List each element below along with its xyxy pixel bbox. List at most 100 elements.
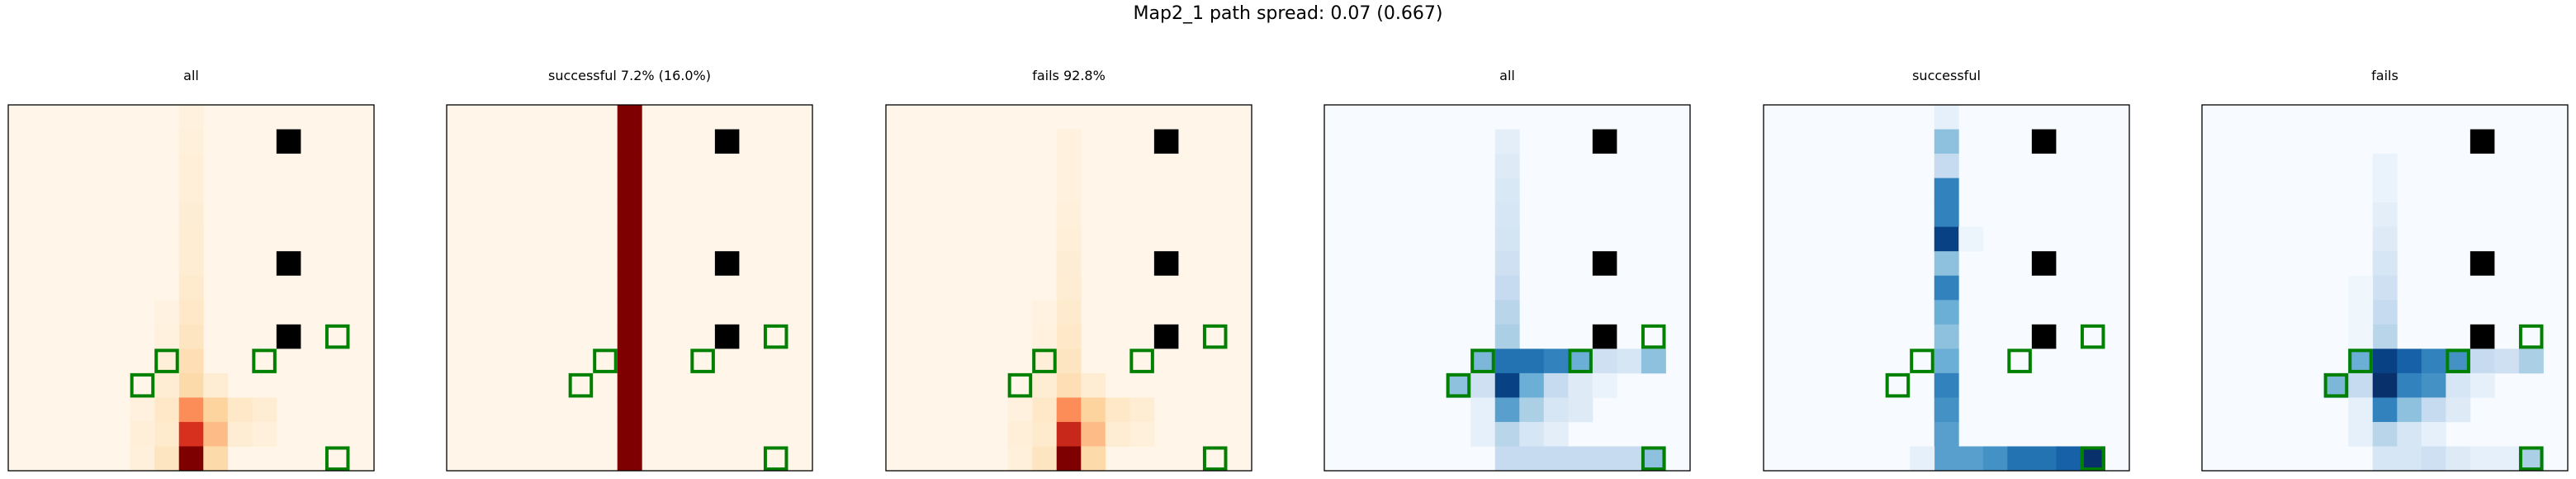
- heat-cell: [2397, 372, 2422, 398]
- obstacle-cell: [1153, 251, 1179, 276]
- panel-title: all: [183, 68, 199, 83]
- panel-6: fails: [2201, 68, 2569, 472]
- heat-cell: [617, 105, 642, 130]
- heat-cell: [2372, 202, 2398, 228]
- heat-cell: [1056, 129, 1082, 154]
- heat-cell: [178, 154, 204, 178]
- heat-cell: [2056, 446, 2081, 472]
- heat-cell: [130, 421, 155, 447]
- heat-cell: [1494, 275, 1520, 301]
- target-marker: [154, 349, 179, 373]
- heat-cell: [1494, 202, 1520, 228]
- heat-cell: [1958, 226, 1984, 252]
- heat-cell: [154, 397, 180, 423]
- panel-title: successful: [1912, 68, 1981, 83]
- heat-cell: [178, 397, 204, 423]
- heat-cell: [2007, 446, 2033, 472]
- heat-cell: [1056, 251, 1082, 277]
- target-marker: [1470, 349, 1495, 373]
- heat-cell: [2518, 446, 2544, 472]
- heat-cell: [203, 421, 229, 447]
- heat-cell: [1958, 446, 1984, 472]
- obstacle-cell: [1153, 129, 1179, 154]
- heat-cell: [1543, 372, 1569, 398]
- heat-cell: [1494, 446, 1520, 472]
- target-marker: [568, 372, 594, 398]
- target-marker: [763, 324, 788, 349]
- panel-frame: [2201, 104, 2569, 472]
- obstacle-cell: [1153, 324, 1179, 349]
- heat-cell: [2372, 349, 2398, 374]
- heat-cell: [1056, 275, 1082, 301]
- heat-cell: [1641, 349, 1666, 374]
- heat-cell: [2080, 446, 2105, 472]
- heat-cell: [252, 397, 277, 423]
- heat-cell: [2494, 446, 2520, 472]
- figure-title: Map2_1 path spread: 0.07 (0.667): [1133, 3, 1443, 24]
- target-marker: [1032, 349, 1057, 373]
- heat-cell: [178, 129, 204, 154]
- heat-cell: [617, 397, 642, 423]
- heat-cell: [617, 324, 642, 349]
- heat-cell: [2446, 372, 2471, 398]
- heat-cell: [1617, 349, 1642, 374]
- heat-cell: [1129, 397, 1155, 423]
- heat-cell: [1007, 397, 1033, 423]
- heat-cell: [1519, 421, 1545, 447]
- heat-cell: [2348, 349, 2374, 374]
- heat-cell: [154, 349, 180, 374]
- heat-cell: [1934, 178, 1959, 203]
- target-marker: [2518, 324, 2544, 349]
- heat-cell: [178, 105, 204, 130]
- panel-frame: [1324, 104, 1691, 472]
- heat-cell: [130, 397, 155, 423]
- heat-cell: [1470, 397, 1496, 423]
- heat-cell: [2446, 349, 2471, 374]
- heat-cell: [2372, 324, 2398, 349]
- heat-cell: [2397, 446, 2422, 472]
- heat-cell: [2421, 446, 2446, 472]
- heat-cell: [1494, 251, 1520, 277]
- heat-cell: [1494, 178, 1520, 203]
- obstacle-cell: [276, 251, 301, 276]
- heat-cell: [203, 372, 229, 398]
- obstacle-cell: [276, 324, 301, 349]
- target-marker: [2080, 446, 2105, 472]
- heat-cell: [617, 202, 642, 228]
- heat-cell: [227, 421, 253, 447]
- heat-cell: [617, 372, 642, 398]
- heat-cell: [2421, 397, 2446, 423]
- heat-cell: [1934, 421, 1959, 447]
- heat-cell: [1007, 446, 1033, 472]
- heat-cell: [2469, 372, 2495, 398]
- heat-cell: [2446, 397, 2471, 423]
- target-marker: [324, 446, 350, 472]
- target-marker: [593, 349, 618, 373]
- heat-cell: [1470, 372, 1496, 398]
- heat-cell: [1032, 446, 1058, 472]
- heat-cell: [203, 397, 229, 423]
- heat-cell: [617, 129, 642, 154]
- heat-cell: [2348, 421, 2374, 447]
- heat-cell: [154, 421, 180, 447]
- heat-cell: [1105, 421, 1130, 447]
- heat-cell: [2372, 446, 2398, 472]
- heat-cell: [252, 421, 277, 447]
- target-marker: [1910, 349, 1934, 373]
- heat-cell: [1494, 349, 1520, 374]
- target-marker: [1202, 446, 1228, 472]
- heat-cell: [2348, 397, 2374, 423]
- heat-cell: [178, 226, 204, 252]
- heat-cell: [1543, 349, 1569, 374]
- panel-title: fails: [2371, 68, 2398, 83]
- panel-title: all: [1499, 68, 1515, 83]
- target-marker: [2446, 349, 2470, 373]
- heat-cell: [2372, 421, 2398, 447]
- heat-cell: [1056, 324, 1082, 349]
- target-marker: [1129, 349, 1154, 373]
- heat-cell: [178, 372, 204, 398]
- heat-cell: [617, 300, 642, 325]
- heat-cell: [1592, 372, 1617, 398]
- heat-cell: [1081, 397, 1106, 423]
